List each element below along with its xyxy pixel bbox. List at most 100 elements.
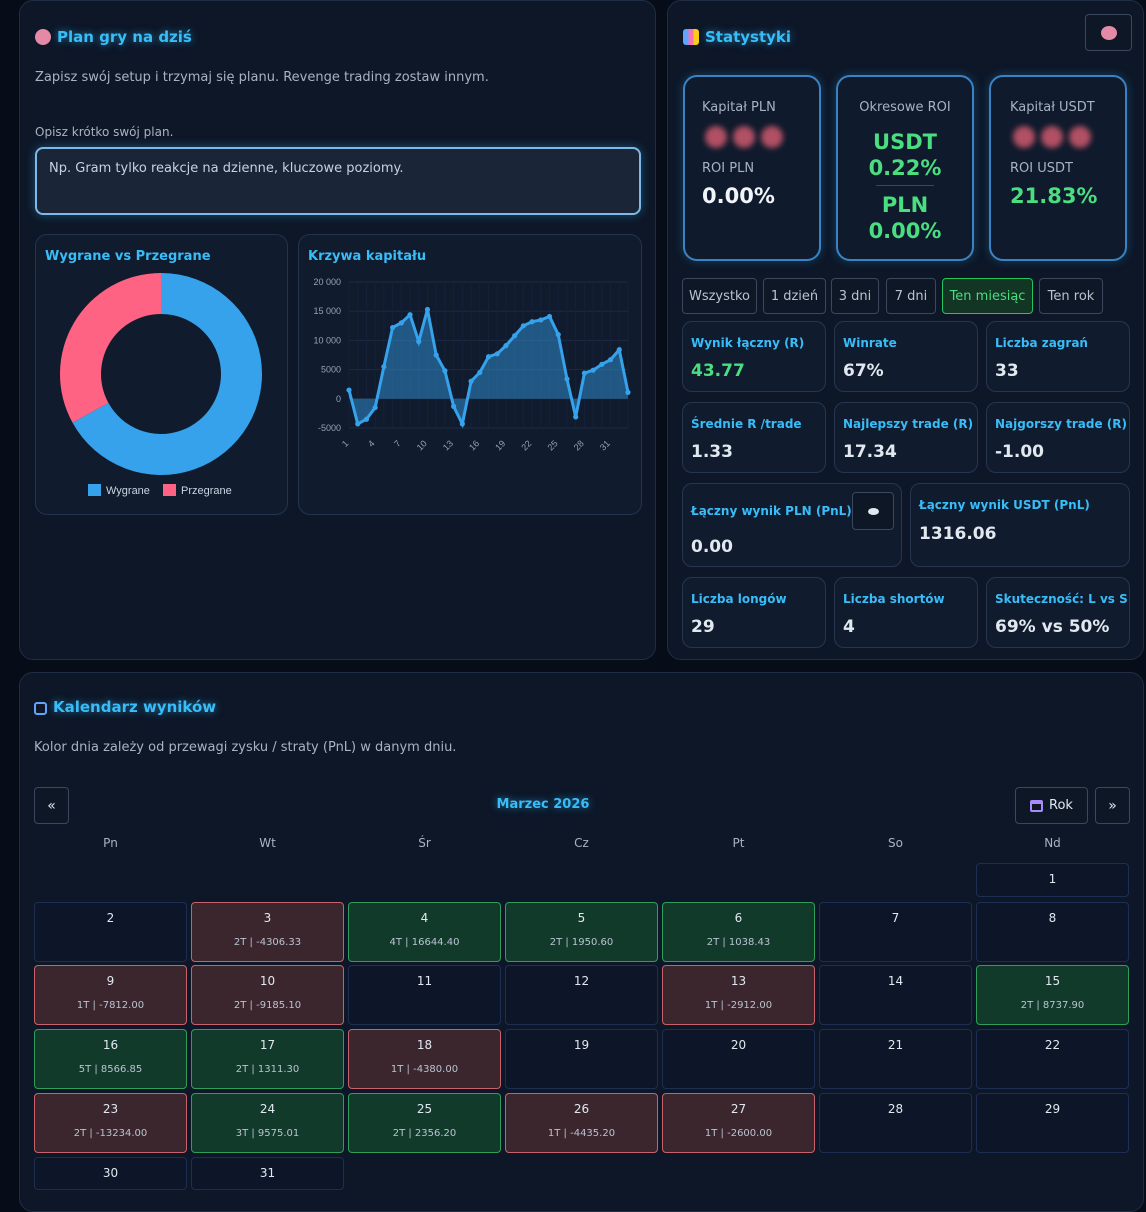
day-number: 26 — [573, 1102, 590, 1116]
stat-trade-count: Liczba zagrań 33 — [986, 321, 1130, 392]
calendar-day[interactable]: 17 2T | 1311.30 — [191, 1029, 344, 1089]
day-summary: 1T | -7812.00 — [76, 1000, 145, 1011]
calendar-day[interactable]: 25 2T | 2356.20 — [348, 1093, 501, 1153]
day-summary: 3T | 9575.01 — [235, 1128, 300, 1139]
equity-point — [485, 354, 492, 360]
day-number: 23 — [102, 1102, 119, 1116]
filter-7days-button[interactable]: 7 dni — [886, 278, 936, 314]
calendar-day[interactable]: 23 2T | -13234.00 — [34, 1093, 187, 1153]
stat-pnl-pln: Łączny wynik PLN (PnL) 0.00 — [682, 483, 902, 567]
filter-1day-button[interactable]: 1 dzień — [763, 278, 826, 314]
equity-point — [529, 319, 535, 325]
weekday-5: So — [888, 836, 903, 850]
stat-pnl-usdt-value: 1316.06 — [919, 524, 997, 544]
filter-this-year-button[interactable]: Ten rok — [1039, 278, 1103, 314]
weekday-4: Pt — [732, 836, 745, 850]
period-roi-divider — [876, 185, 934, 186]
stat-total-r-value: 43.77 — [691, 361, 745, 381]
calendar-day[interactable]: 29 — [976, 1093, 1129, 1153]
x-tick-label: 10 — [415, 438, 429, 452]
calendar-icon — [34, 702, 47, 715]
donut-slice-losses[interactable] — [60, 273, 161, 423]
calendar-day[interactable]: 2 — [34, 902, 187, 962]
calendar-day[interactable]: 14 — [819, 965, 972, 1025]
weekday-2: Śr — [418, 836, 431, 850]
filter-3days-button[interactable]: 3 dni — [831, 278, 879, 314]
weekday-3: Cz — [574, 836, 589, 850]
show-pln-button[interactable] — [852, 492, 894, 530]
calendar-day[interactable]: 7 — [819, 902, 972, 962]
day-number: 11 — [416, 974, 433, 988]
filter-this-month-button[interactable]: Ten miesiąc — [942, 278, 1033, 314]
x-tick-label: 4 — [366, 438, 377, 449]
roi-pln-value: 0.00% — [702, 184, 775, 208]
calendar-day[interactable]: 1 — [976, 863, 1129, 897]
day-number: 14 — [887, 974, 904, 988]
winloss-chart-box: Wygrane vs Przegrane Wygrane Przegrane — [35, 234, 288, 515]
equity-point — [625, 389, 631, 395]
day-summary: 1T | -4380.00 — [390, 1064, 459, 1075]
equity-point — [433, 352, 439, 358]
y-tick-label: 15 000 — [313, 306, 341, 316]
calendar-day[interactable]: 21 — [819, 1029, 972, 1089]
calendar-day[interactable]: 15 2T | 8737.90 — [976, 965, 1129, 1025]
equity-chart-box: Krzywa kapitału 20 000 15 000 10 000 5000 0 -… — [298, 234, 642, 515]
filter-all-button[interactable]: Wszystko — [682, 278, 757, 314]
calendar-day[interactable]: 28 — [819, 1093, 972, 1153]
calendar-day[interactable]: 19 — [505, 1029, 658, 1089]
stat-winrate-label: Winrate — [843, 336, 897, 350]
equity-point — [442, 368, 448, 374]
calendar-day[interactable]: 10 2T | -9185.10 — [191, 965, 344, 1025]
stat-total-r: Wynik łączny (R) 43.77 — [682, 321, 826, 392]
bar-chart-icon — [683, 29, 699, 45]
calendar-day[interactable]: 3 2T | -4306.33 — [191, 902, 344, 962]
calendar-day[interactable]: 11 — [348, 965, 501, 1025]
calendar-day[interactable]: 18 1T | -4380.00 — [348, 1029, 501, 1089]
y-tick-label: 20 000 — [313, 277, 341, 287]
stat-best-trade-value: 17.34 — [843, 442, 897, 462]
year-view-button[interactable]: Rok — [1015, 787, 1088, 824]
stat-pnl-usdt-label: Łączny wynik USDT (PnL) — [919, 498, 1090, 512]
donut-slice-wins[interactable] — [72, 273, 262, 475]
brain-icon — [35, 29, 51, 45]
calendar-day[interactable]: 26 1T | -4435.20 — [505, 1093, 658, 1153]
calendar-day[interactable]: 30 — [34, 1157, 187, 1190]
stat-avg-r-label: Średnie R /trade — [691, 417, 802, 431]
day-number: 4 — [420, 911, 429, 925]
calendar-day[interactable]: 31 — [191, 1157, 344, 1190]
stat-shorts: Liczba shortów 4 — [834, 577, 978, 648]
calendar-day[interactable]: 12 — [505, 965, 658, 1025]
stat-pnl-pln-value: 0.00 — [691, 537, 733, 557]
capital-pln-label: Kapitał PLN — [702, 100, 776, 115]
plan-title: Plan gry na dziś — [35, 28, 192, 46]
day-number: 16 — [102, 1038, 119, 1052]
x-tick-label: 31 — [598, 438, 612, 452]
calendar-day[interactable]: 4 4T | 16644.40 — [348, 902, 501, 962]
calendar-day[interactable]: 20 — [662, 1029, 815, 1089]
stat-shorts-label: Liczba shortów — [843, 592, 945, 606]
calendar-day[interactable]: 27 1T | -2600.00 — [662, 1093, 815, 1153]
stat-worst-trade: Najgorszy trade (R) -1.00 — [986, 402, 1130, 473]
calendar-day[interactable]: 9 1T | -7812.00 — [34, 965, 187, 1025]
prev-month-button[interactable]: « — [34, 787, 69, 824]
legend-loss-label: Przegrane — [181, 485, 232, 497]
toggle-privacy-button[interactable] — [1085, 14, 1132, 51]
plan-input[interactable] — [35, 147, 641, 215]
calendar-title: Kalendarz wyników — [34, 698, 216, 716]
day-number: 31 — [259, 1166, 276, 1180]
calendar-day[interactable]: 8 — [976, 902, 1129, 962]
calendar-day[interactable]: 24 3T | 9575.01 — [191, 1093, 344, 1153]
next-month-button[interactable]: » — [1095, 787, 1130, 824]
day-number: 20 — [730, 1038, 747, 1052]
calendar-day[interactable]: 5 2T | 1950.60 — [505, 902, 658, 962]
calendar-day[interactable]: 16 5T | 8566.85 — [34, 1029, 187, 1089]
day-number: 29 — [1044, 1102, 1061, 1116]
calendar-day[interactable]: 6 2T | 1038.43 — [662, 902, 815, 962]
calendar-day[interactable]: 13 1T | -2912.00 — [662, 965, 815, 1025]
calendar-day[interactable]: 22 — [976, 1029, 1129, 1089]
y-tick-label: 5000 — [321, 365, 341, 375]
equity-point — [564, 376, 570, 382]
x-tick-label: 28 — [572, 438, 586, 452]
stat-winrate-value: 67% — [843, 361, 884, 381]
day-number: 30 — [102, 1166, 119, 1180]
